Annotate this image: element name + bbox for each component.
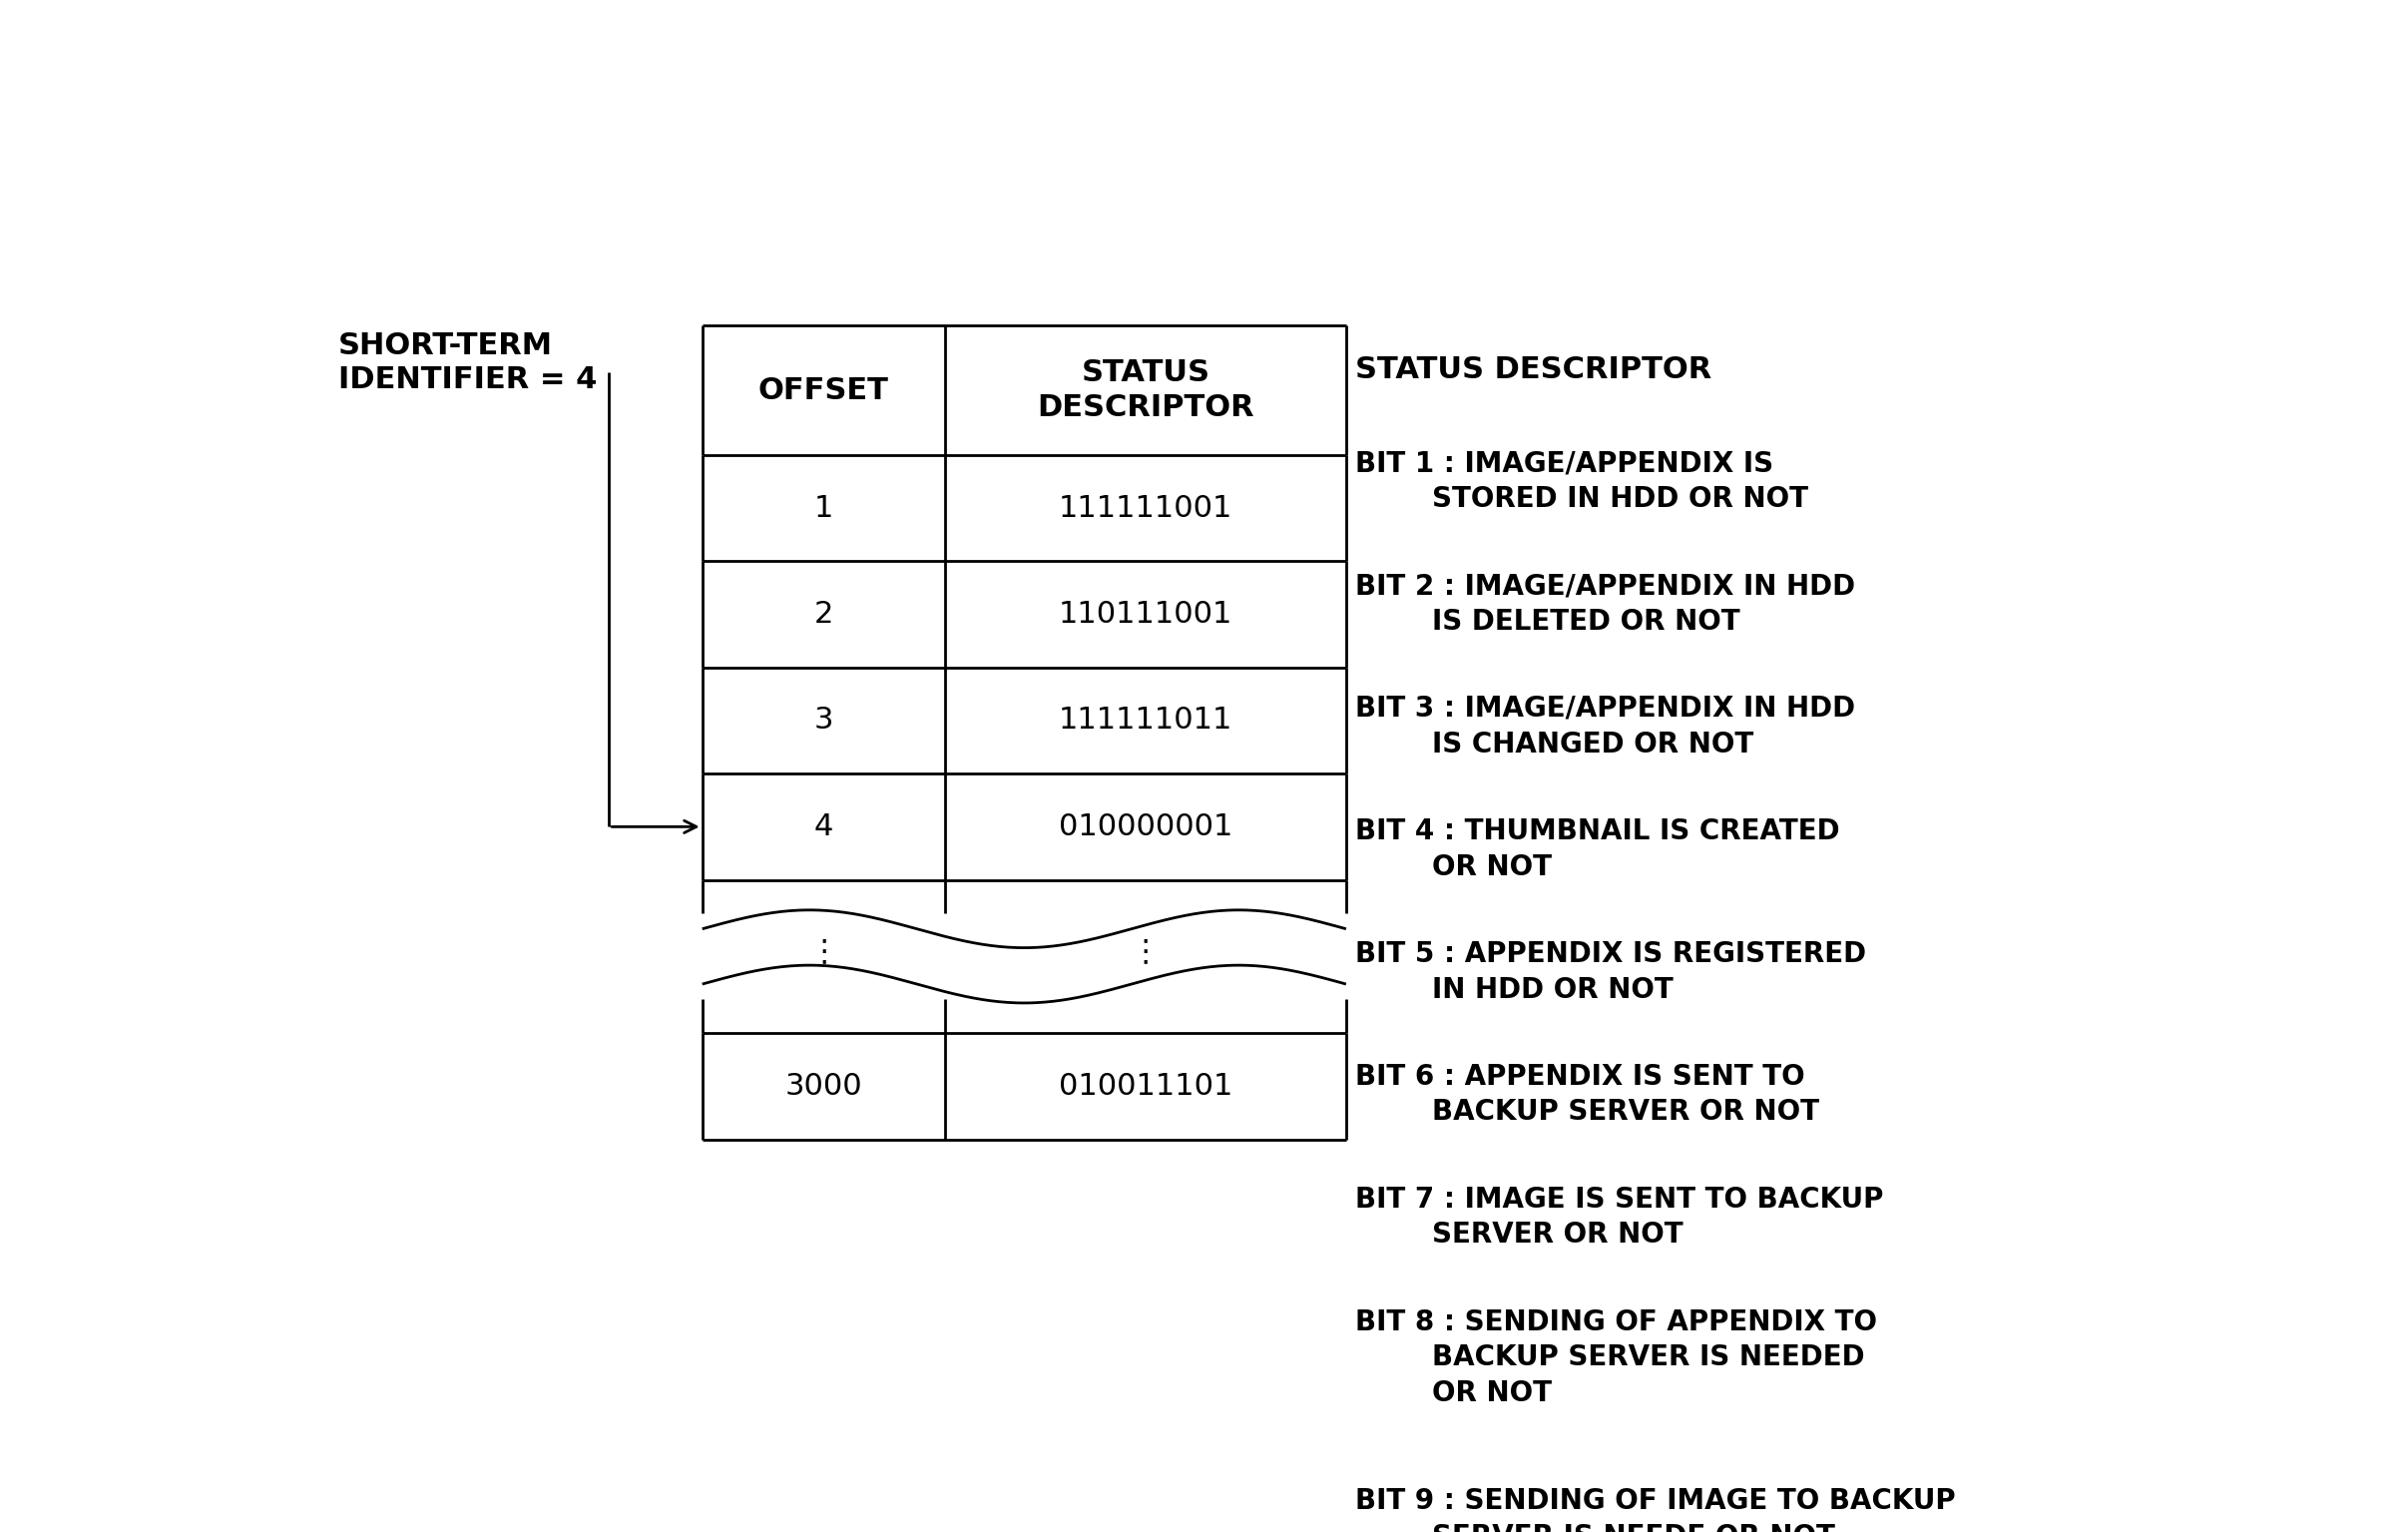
Text: SHORT-TERM
IDENTIFIER = 4: SHORT-TERM IDENTIFIER = 4 — [337, 331, 597, 394]
Text: 111111011: 111111011 — [1060, 706, 1233, 735]
Text: STATUS DESCRIPTOR: STATUS DESCRIPTOR — [1356, 355, 1712, 385]
Text: STATUS
DESCRIPTOR: STATUS DESCRIPTOR — [1038, 358, 1255, 423]
Text: 110111001: 110111001 — [1060, 601, 1233, 628]
Text: 010011101: 010011101 — [1060, 1072, 1233, 1100]
Text: BIT 3 : IMAGE/APPENDIX IN HDD
        IS CHANGED OR NOT: BIT 3 : IMAGE/APPENDIX IN HDD IS CHANGED… — [1356, 694, 1857, 758]
Text: ⋮: ⋮ — [1129, 938, 1161, 967]
Text: 1: 1 — [814, 493, 833, 522]
Text: BIT 2 : IMAGE/APPENDIX IN HDD
        IS DELETED OR NOT: BIT 2 : IMAGE/APPENDIX IN HDD IS DELETED… — [1356, 571, 1857, 636]
Text: BIT 7 : IMAGE IS SENT TO BACKUP
        SERVER OR NOT: BIT 7 : IMAGE IS SENT TO BACKUP SERVER O… — [1356, 1186, 1883, 1249]
Text: BIT 4 : THUMBNAIL IS CREATED
        OR NOT: BIT 4 : THUMBNAIL IS CREATED OR NOT — [1356, 817, 1840, 881]
Text: OFFSET: OFFSET — [759, 375, 889, 404]
Text: 3000: 3000 — [785, 1072, 862, 1100]
Text: 3: 3 — [814, 706, 833, 735]
Text: BIT 6 : APPENDIX IS SENT TO
        BACKUP SERVER OR NOT: BIT 6 : APPENDIX IS SENT TO BACKUP SERVE… — [1356, 1063, 1820, 1126]
Text: BIT 9 : SENDING OF IMAGE TO BACKUP
        SERVER IS NEEDE OR NOT: BIT 9 : SENDING OF IMAGE TO BACKUP SERVE… — [1356, 1488, 1955, 1532]
Text: BIT 1 : IMAGE/APPENDIX IS
        STORED IN HDD OR NOT: BIT 1 : IMAGE/APPENDIX IS STORED IN HDD … — [1356, 449, 1808, 513]
Text: 4: 4 — [814, 812, 833, 841]
Text: BIT 8 : SENDING OF APPENDIX TO
        BACKUP SERVER IS NEEDED
        OR NOT: BIT 8 : SENDING OF APPENDIX TO BACKUP SE… — [1356, 1308, 1878, 1408]
Text: 111111001: 111111001 — [1060, 493, 1233, 522]
Text: 2: 2 — [814, 601, 833, 628]
Text: 010000001: 010000001 — [1060, 812, 1233, 841]
Text: ⋮: ⋮ — [809, 938, 838, 967]
Text: BIT 5 : APPENDIX IS REGISTERED
        IN HDD OR NOT: BIT 5 : APPENDIX IS REGISTERED IN HDD OR… — [1356, 941, 1866, 1003]
